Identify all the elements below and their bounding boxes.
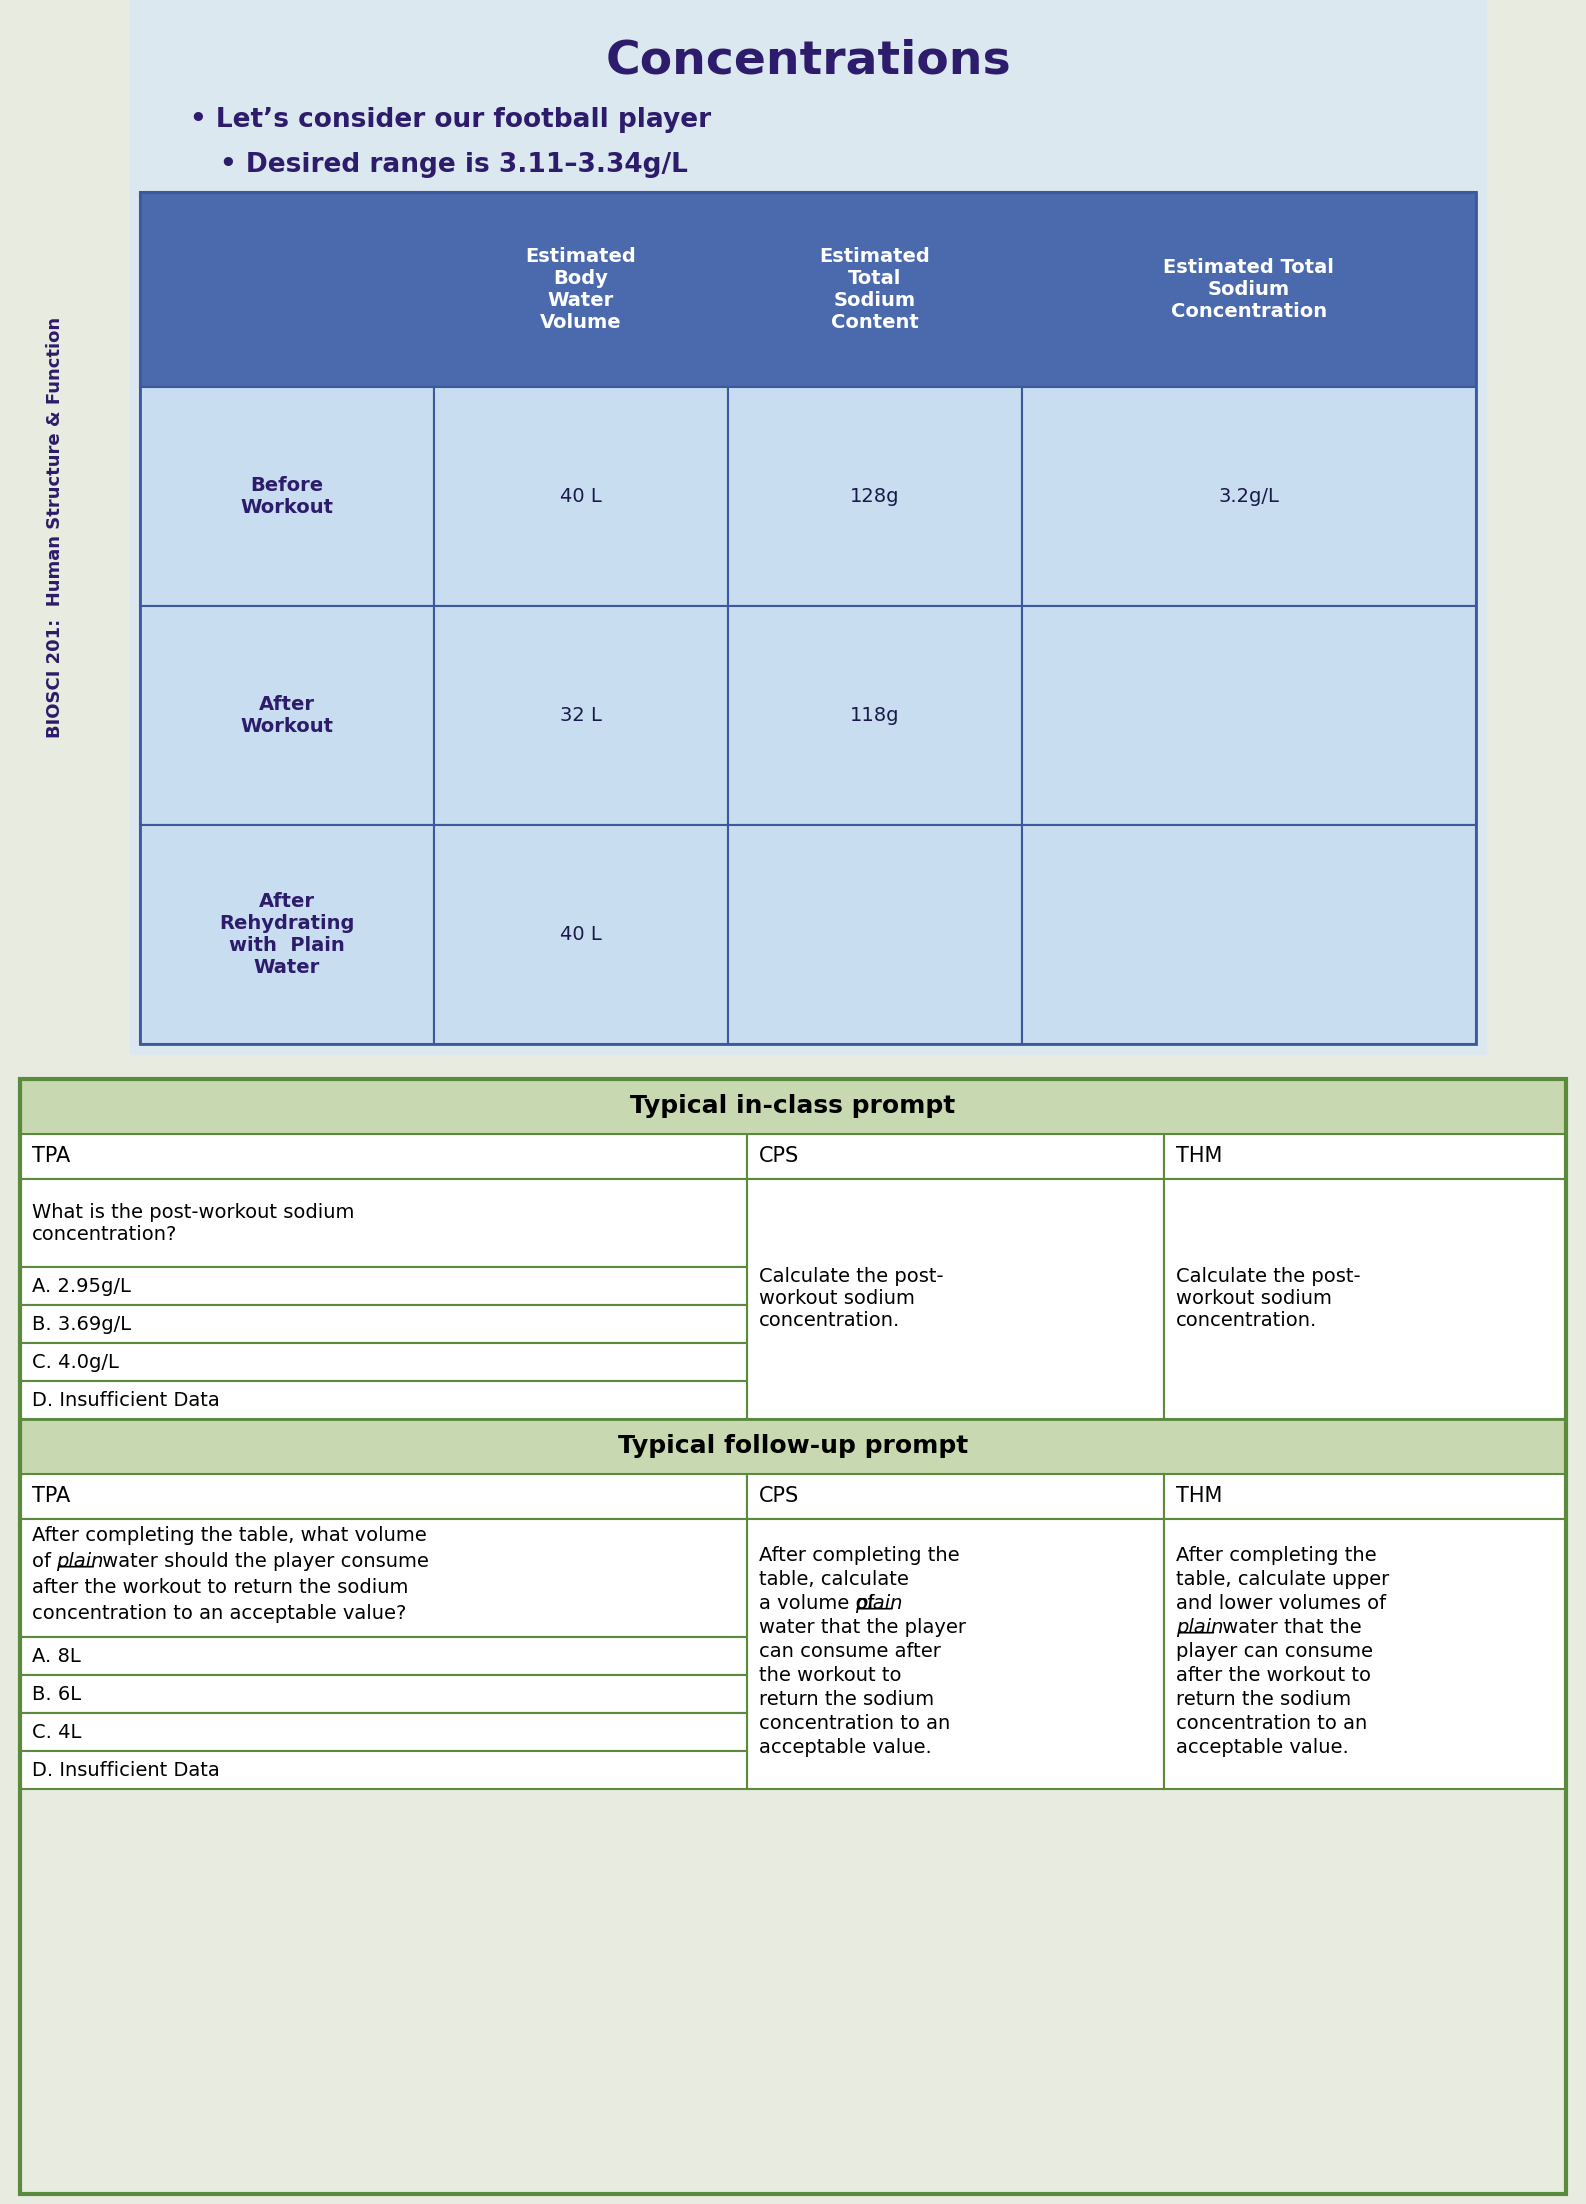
Text: Estimated
Total
Sodium
Content: Estimated Total Sodium Content (820, 247, 929, 333)
Bar (1164, 1179, 1565, 1419)
Text: Estimated Total
Sodium
Concentration: Estimated Total Sodium Concentration (1164, 258, 1334, 322)
Text: A. 8L: A. 8L (32, 1646, 81, 1666)
Bar (435, 606, 728, 824)
Text: water that the: water that the (1216, 1618, 1362, 1638)
Text: C. 4L: C. 4L (32, 1724, 81, 1741)
Text: return the sodium: return the sodium (1177, 1690, 1351, 1708)
Text: D. Insufficient Data: D. Insufficient Data (32, 1391, 220, 1411)
Bar (21, 1382, 747, 1419)
Text: table, calculate upper: table, calculate upper (1177, 1569, 1389, 1589)
Bar (21, 1519, 747, 1638)
Text: player can consume: player can consume (1177, 1642, 1373, 1662)
Bar (21, 1750, 747, 1790)
Text: concentration to an: concentration to an (1177, 1715, 1367, 1732)
Bar (728, 388, 1021, 606)
Text: concentration to an: concentration to an (758, 1715, 950, 1732)
Text: CPS: CPS (758, 1146, 799, 1166)
Text: 3.2g/L: 3.2g/L (1218, 487, 1280, 507)
Bar (21, 1675, 747, 1713)
Text: and lower volumes of: and lower volumes of (1177, 1593, 1386, 1613)
Bar (1021, 388, 1477, 606)
Bar (1021, 606, 1477, 824)
Text: concentration to an acceptable value?: concentration to an acceptable value? (32, 1605, 406, 1622)
Bar (21, 1713, 747, 1750)
Text: D. Insufficient Data: D. Insufficient Data (32, 1761, 220, 1779)
Bar (747, 1135, 1164, 1179)
Text: • Let’s consider our football player: • Let’s consider our football player (190, 108, 711, 132)
Text: THM: THM (1177, 1485, 1223, 1508)
Bar (21, 1080, 1565, 2193)
Bar (140, 192, 1477, 1045)
Bar (21, 1474, 747, 1519)
Bar (130, 0, 1486, 1054)
Bar (21, 1080, 1565, 1135)
Bar (728, 606, 1021, 824)
Text: 128g: 128g (850, 487, 899, 507)
Text: C. 4.0g/L: C. 4.0g/L (32, 1353, 119, 1371)
Text: After completing the table, what volume: After completing the table, what volume (32, 1525, 427, 1545)
Bar (140, 606, 435, 824)
Text: 40 L: 40 L (560, 926, 601, 943)
Text: Typical follow-up prompt: Typical follow-up prompt (619, 1435, 967, 1459)
Text: water should the player consume: water should the player consume (97, 1552, 428, 1571)
Text: 32 L: 32 L (560, 705, 601, 725)
Bar (21, 1419, 1565, 1474)
Bar (21, 1342, 747, 1382)
Text: • Desired range is 3.11–3.34g/L: • Desired range is 3.11–3.34g/L (220, 152, 688, 179)
Text: BIOSCI 201:  Human Structure & Function: BIOSCI 201: Human Structure & Function (46, 317, 63, 738)
Bar (435, 388, 728, 606)
Text: plain: plain (1177, 1618, 1223, 1638)
Bar (140, 192, 1477, 388)
Text: CPS: CPS (758, 1485, 799, 1508)
Text: THM: THM (1177, 1146, 1223, 1166)
Bar (140, 824, 435, 1045)
Text: the workout to: the workout to (758, 1666, 901, 1686)
Bar (21, 1267, 747, 1305)
Text: TPA: TPA (32, 1146, 70, 1166)
Bar (747, 1179, 1164, 1419)
Text: of: of (32, 1552, 57, 1571)
Bar (21, 1179, 747, 1267)
Bar (21, 1638, 747, 1675)
Bar (1164, 1519, 1565, 1790)
Text: Before
Workout: Before Workout (241, 476, 333, 518)
Text: After completing the: After completing the (758, 1545, 960, 1565)
Text: After completing the: After completing the (1177, 1545, 1377, 1565)
Text: Estimated
Body
Water
Volume: Estimated Body Water Volume (525, 247, 636, 333)
Bar (140, 388, 435, 606)
Text: plain: plain (56, 1552, 103, 1571)
Text: 118g: 118g (850, 705, 899, 725)
Text: can consume after: can consume after (758, 1642, 940, 1662)
Text: after the workout to: after the workout to (1177, 1666, 1370, 1686)
Text: What is the post-workout sodium
concentration?: What is the post-workout sodium concentr… (32, 1203, 354, 1243)
Text: Typical in-class prompt: Typical in-class prompt (630, 1095, 956, 1117)
Bar (21, 1305, 747, 1342)
Text: a volume of: a volume of (758, 1593, 880, 1613)
Text: acceptable value.: acceptable value. (758, 1739, 931, 1757)
Bar (1021, 824, 1477, 1045)
Text: After
Rehydrating
with  Plain
Water: After Rehydrating with Plain Water (219, 893, 355, 976)
Bar (435, 824, 728, 1045)
Text: TPA: TPA (32, 1485, 70, 1508)
Text: acceptable value.: acceptable value. (1177, 1739, 1348, 1757)
Text: water that the player: water that the player (758, 1618, 966, 1638)
Text: return the sodium: return the sodium (758, 1690, 934, 1708)
Bar (728, 824, 1021, 1045)
Bar (747, 1519, 1164, 1790)
Text: B. 6L: B. 6L (32, 1684, 81, 1704)
Text: B. 3.69g/L: B. 3.69g/L (32, 1314, 132, 1333)
Text: A. 2.95g/L: A. 2.95g/L (32, 1276, 132, 1296)
Text: table, calculate: table, calculate (758, 1569, 909, 1589)
Bar (1164, 1474, 1565, 1519)
Text: Concentrations: Concentrations (606, 40, 1010, 84)
Text: after the workout to return the sodium: after the workout to return the sodium (32, 1578, 408, 1598)
Bar (21, 1135, 747, 1179)
Text: Calculate the post-
workout sodium
concentration.: Calculate the post- workout sodium conce… (1177, 1267, 1361, 1331)
Text: After
Workout: After Workout (241, 694, 333, 736)
Bar (747, 1474, 1164, 1519)
Text: Calculate the post-
workout sodium
concentration.: Calculate the post- workout sodium conce… (758, 1267, 944, 1331)
Bar (1164, 1135, 1565, 1179)
Text: plain: plain (855, 1593, 902, 1613)
Text: 40 L: 40 L (560, 487, 601, 507)
